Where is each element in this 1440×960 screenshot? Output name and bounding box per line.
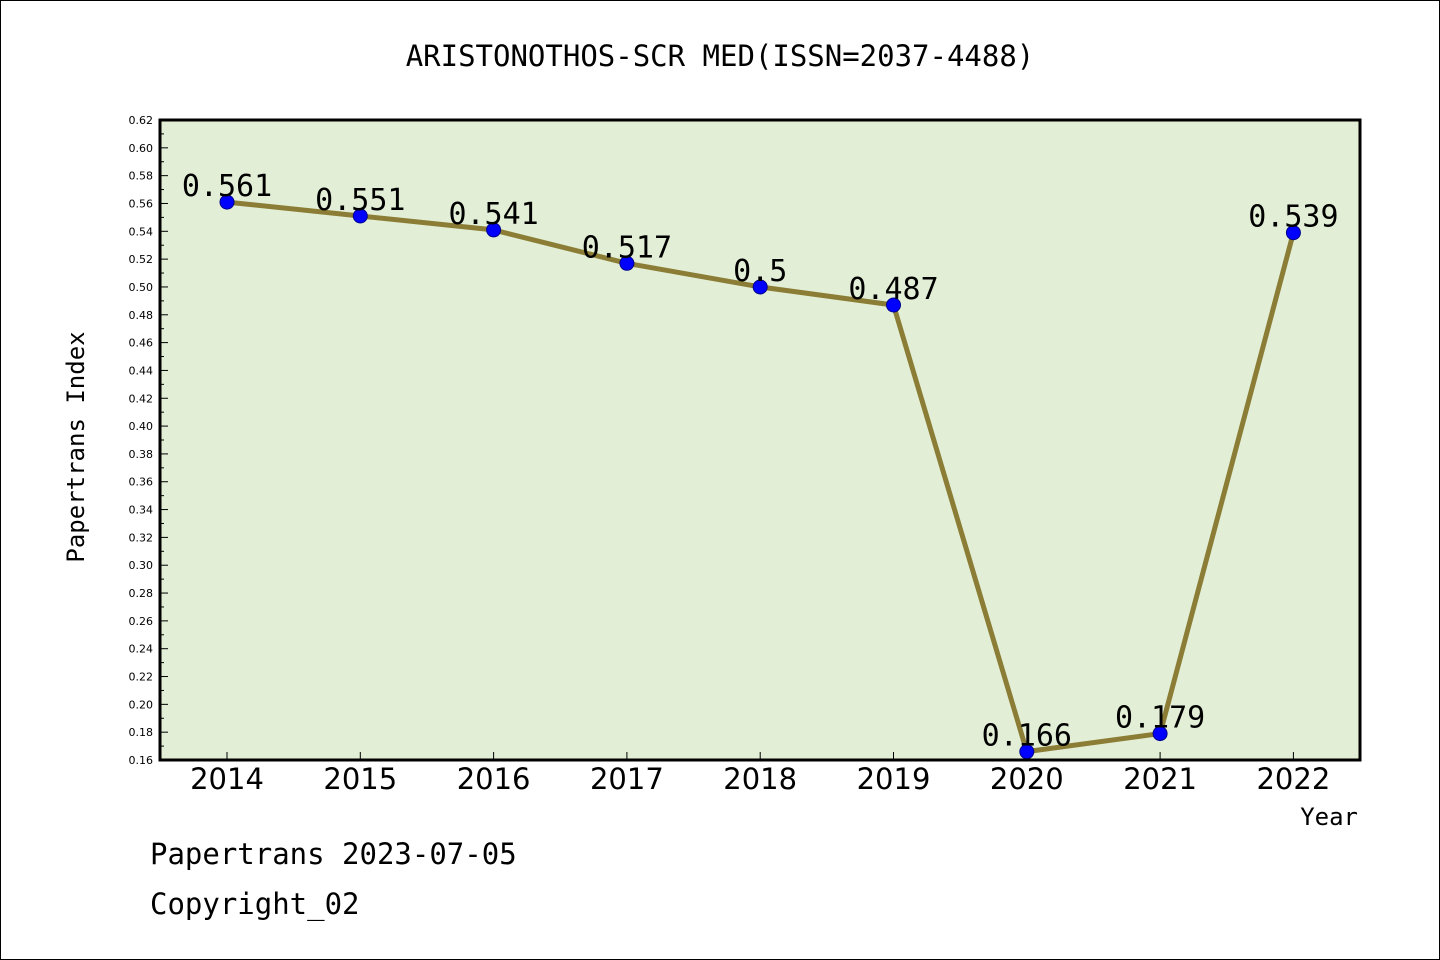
data-point: [219, 194, 235, 210]
x-tick-label: 2020: [990, 762, 1064, 796]
y-tick-label: 0.34: [129, 504, 154, 517]
y-tick-label: 0.60: [129, 142, 154, 155]
x-tick-label: 2017: [590, 762, 664, 796]
data-point: [886, 297, 901, 313]
data-label: 0.5: [733, 254, 787, 289]
y-tick-label: 0.30: [129, 559, 154, 572]
data-point: [1285, 225, 1301, 241]
y-tick-label: 0.42: [129, 392, 154, 405]
data-label: 0.517: [582, 230, 672, 265]
y-tick-label: 0.22: [129, 671, 154, 684]
data-point: [619, 255, 635, 271]
data-point: [752, 279, 768, 295]
data-label: 0.487: [848, 272, 938, 307]
data-label: 0.541: [448, 197, 538, 232]
y-tick-label: 0.56: [129, 197, 154, 210]
y-tick-label: 0.28: [129, 587, 154, 600]
y-tick-label: 0.46: [129, 337, 154, 350]
x-tick-label: 2014: [190, 762, 264, 796]
y-tick-label: 0.38: [129, 448, 154, 461]
y-tick-label: 0.36: [129, 476, 154, 489]
chart-title: ARISTONOTHOS-SCR MED(ISSN=2037-4488): [406, 39, 1035, 73]
data-point: [1152, 726, 1168, 742]
x-tick-label: 2016: [457, 762, 531, 796]
series-papertrans-index: [219, 194, 1301, 760]
y-axis-label: Papertrans Index: [62, 331, 90, 562]
y-tick-label: 0.40: [129, 420, 154, 433]
x-tick-label: 2015: [323, 762, 397, 796]
x-tick-label: 2021: [1123, 762, 1197, 796]
data-label: 0.551: [315, 183, 405, 218]
data-labels: 0.561 0.551 0.541 0.517 0.5 0.487 0.166 0.179 0.…: [182, 169, 1339, 754]
y-tick-label: 0.58: [129, 170, 154, 183]
plot-area: [160, 120, 1360, 760]
y-tick-label: 0.16: [129, 754, 154, 767]
data-label: 0.166: [982, 719, 1072, 754]
data-label: 0.179: [1115, 701, 1205, 736]
plot-border: [158, 118, 1362, 762]
y-tick-label: 0.26: [129, 615, 154, 628]
y-tick-label: 0.52: [129, 253, 154, 266]
footer-date: Papertrans 2023-07-05: [150, 837, 517, 871]
data-label: 0.539: [1248, 200, 1338, 235]
y-tick-label: 0.18: [129, 726, 154, 739]
data-label: 0.561: [182, 169, 272, 204]
y-tick-label: 0.48: [129, 309, 154, 322]
y-tick-label: 0.20: [129, 698, 154, 711]
y-tick-label: 0.24: [129, 643, 154, 656]
x-tick-label: 2018: [723, 762, 797, 796]
y-axis: 0.16 0.18 0.20 0.22 0.24 0.26 0.28 0.30 0.32 0.34…: [129, 114, 168, 767]
x-axis: 2014 2015 2016 2017 2018 2019 2020 2021 2022: [190, 752, 1330, 796]
footer-copyright: Copyright_02: [150, 887, 360, 922]
y-tick-label: 0.62: [129, 114, 154, 127]
y-tick-label: 0.50: [129, 281, 154, 294]
data-point: [486, 222, 502, 238]
y-tick-label: 0.32: [129, 531, 154, 544]
x-axis-label: Year: [1300, 803, 1358, 831]
data-point: [352, 208, 368, 224]
x-tick-label: 2019: [857, 762, 931, 796]
x-tick-label: 2022: [1256, 762, 1330, 796]
y-tick-label: 0.44: [129, 364, 154, 377]
y-tick-label: 0.54: [129, 225, 154, 238]
